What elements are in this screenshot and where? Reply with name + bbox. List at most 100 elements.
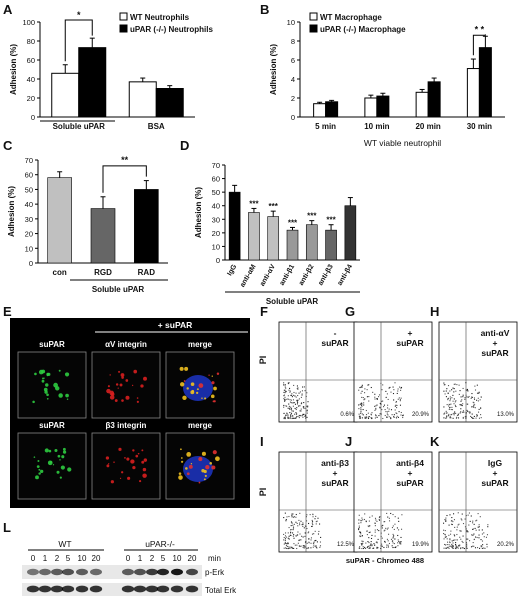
event-dot: [368, 384, 370, 386]
event-dot: [358, 522, 360, 524]
event-dot: [376, 520, 378, 522]
event-dot: [448, 413, 450, 415]
event-dot: [467, 531, 469, 533]
y-tick-label: 60: [212, 175, 220, 184]
event-dot: [368, 416, 371, 418]
event-dot: [303, 402, 305, 404]
event-dot: [293, 384, 295, 386]
event-dot: [284, 417, 286, 420]
x-tick-label: Soluble uPAR: [53, 122, 106, 131]
legend-label: WT Macrophage: [320, 13, 382, 22]
event-dot: [283, 398, 285, 400]
plot-frame: [438, 451, 518, 553]
fluorescence-spot: [124, 457, 126, 459]
event-dot: [465, 541, 468, 544]
fluorescence-spot: [201, 451, 206, 456]
fluorescence-spot: [126, 457, 130, 461]
event-dot: [294, 544, 296, 546]
chart-D: 0 10 20 30 40 50 60 70 Adhesion (%) IgG anti-αM ***…: [194, 161, 360, 306]
event-dot: [461, 540, 463, 542]
event-dot: [470, 515, 472, 517]
group-label: uPAR-/-: [145, 539, 175, 549]
event-dot: [287, 547, 289, 550]
y-tick-label: 10: [287, 18, 295, 27]
event-dot: [288, 389, 290, 391]
event-dot: [292, 402, 294, 404]
event-dot: [285, 520, 287, 522]
event-dot: [360, 392, 362, 394]
event-dot: [376, 542, 378, 544]
x-tick-label: 5 min: [315, 122, 336, 131]
significance-bracket: [472, 34, 486, 56]
event-dot: [295, 412, 297, 414]
event-dot: [360, 386, 362, 388]
event-dot: [292, 415, 294, 417]
event-dot: [476, 413, 478, 416]
event-dot: [286, 405, 288, 407]
fluorescence-spot: [109, 374, 111, 376]
event-dot: [283, 382, 285, 384]
fluorescence-spot: [215, 456, 220, 462]
event-dot: [299, 405, 301, 407]
event-dot: [290, 525, 292, 527]
event-dot: [367, 541, 369, 543]
event-dot: [452, 545, 455, 547]
event-dot: [446, 514, 448, 517]
event-dot: [287, 543, 289, 545]
event-dot: [476, 519, 478, 521]
fluorescence-spot: [109, 390, 115, 396]
event-dot: [469, 411, 471, 413]
fluorescence-spot: [43, 387, 48, 392]
event-dot: [460, 518, 462, 520]
event-dot: [305, 417, 307, 419]
event-dot: [374, 531, 376, 533]
event-dot: [284, 396, 286, 398]
event-dot: [370, 417, 372, 419]
event-dot: [388, 387, 390, 389]
y-tick-label: 2: [291, 94, 295, 103]
event-dot: [469, 540, 471, 542]
event-dot: [443, 538, 445, 540]
event-dot: [302, 523, 304, 525]
condition-label: suPAR: [396, 478, 423, 488]
event-dot: [449, 406, 451, 408]
event-dot: [472, 528, 474, 530]
event-dot: [473, 397, 476, 399]
event-dot: [461, 547, 463, 549]
event-dot: [386, 512, 388, 514]
micrograph: [17, 432, 87, 500]
event-dot: [297, 399, 299, 401]
fluorescence-spot: [139, 480, 142, 483]
event-dot: [307, 522, 310, 525]
event-dot: [465, 394, 467, 396]
event-dot: [390, 409, 393, 411]
event-dot: [367, 416, 369, 418]
event-dot: [386, 393, 388, 395]
event-dot: [443, 529, 445, 531]
event-dot: [444, 519, 446, 521]
event-dot: [368, 537, 370, 539]
event-dot: [450, 408, 452, 411]
event-dot: [453, 391, 455, 393]
fluorescence-spot: [64, 372, 70, 377]
event-dot: [295, 413, 297, 415]
event-dot: [386, 544, 388, 546]
fluorescence-spot: [120, 373, 125, 377]
event-dot: [446, 538, 448, 540]
event-dot: [376, 547, 378, 549]
event-dot: [368, 525, 370, 528]
event-dot: [475, 520, 477, 522]
event-dot: [311, 525, 313, 528]
event-dot: [462, 523, 465, 525]
event-dot: [320, 536, 322, 538]
event-dot: [284, 384, 286, 386]
event-dot: [462, 387, 464, 390]
event-dot: [472, 542, 474, 544]
event-dot: [358, 408, 360, 410]
event-dot: [397, 398, 399, 400]
event-dot: [297, 531, 299, 533]
event-dot: [390, 512, 392, 515]
time-label: 2: [150, 554, 155, 563]
event-dot: [283, 404, 285, 406]
event-dot: [361, 390, 363, 392]
